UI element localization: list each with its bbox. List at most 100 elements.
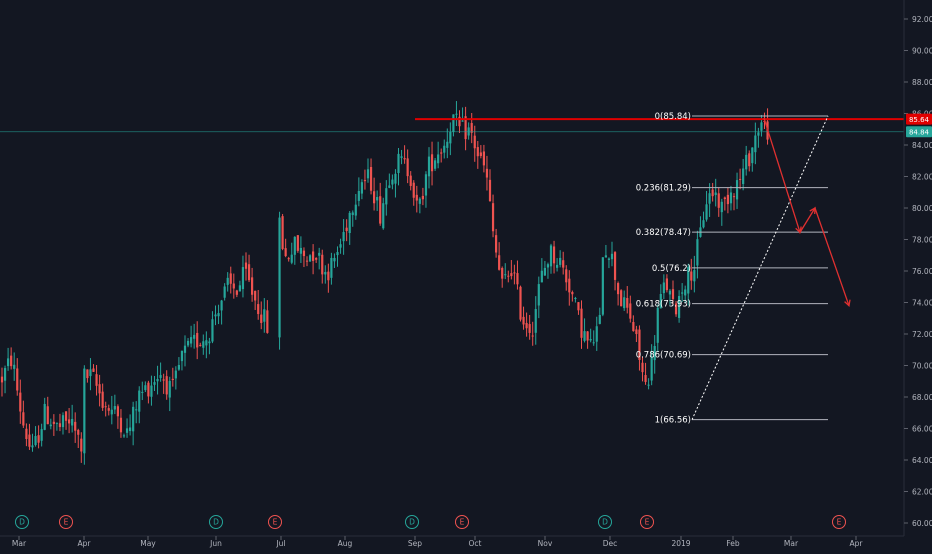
candle-up [129,427,132,432]
price-tick-label: 70.00 [912,362,932,371]
candle-up [391,179,394,185]
candle-up [3,368,7,381]
candle-down [617,283,620,295]
candle-down [80,438,83,452]
candles-layer [0,101,769,465]
candle-down [620,290,623,307]
candle-up [7,358,10,367]
candle-up [662,282,665,294]
candle-down [254,290,257,301]
earnings-event-marker[interactable] [640,515,654,529]
fib-trend-line[interactable] [691,115,829,420]
candle-up [556,264,559,268]
candle-down [251,277,254,295]
earnings-event-marker[interactable] [59,515,73,529]
candle-down [531,335,534,337]
candle-down [257,304,260,315]
candle-down [52,421,55,424]
time-tick-label: Oct [469,539,482,548]
candle-down [519,286,522,320]
candle-up [598,314,601,324]
price-tick-label: 66.00 [912,425,932,434]
candle-down [403,158,406,160]
event-marker-label: D [19,518,25,527]
candle-up [339,244,342,248]
candle-up [653,346,656,361]
time-axis[interactable]: Mar Apr May Jun Jul Aug Sep Oct Nov Dec 2019 Feb Mar… [12,536,863,548]
candle-down [147,382,150,397]
candle-up [543,267,546,276]
candle-up [656,307,659,343]
candle-down [104,406,107,408]
dividend-event-marker[interactable] [209,515,223,529]
candle-down [235,290,238,295]
candle-down [92,368,95,372]
candle-up [443,145,446,153]
fib-level-label: 0.5(76.2) [652,264,691,274]
candle-up [31,445,34,448]
dividend-event-marker[interactable] [15,515,29,529]
candle-down [501,267,504,279]
price-tick-label: 64.00 [912,456,932,465]
candle-down [473,135,476,149]
candle-up [150,385,153,397]
candle-up [394,173,397,184]
candle-down [119,417,123,433]
candle-down [491,203,495,232]
candle-down [28,434,31,447]
candle-down [632,322,635,332]
price-tick-label: 72.00 [912,330,932,339]
candle-up [400,156,403,158]
candle-up [55,422,58,424]
fibonacci-retracement[interactable]: 0(85.84) 0.236(81.29) 0.382(78.47) 0.5(76.2… [636,112,829,426]
candle-down [430,154,434,172]
candle-up [226,277,229,285]
candle-up [132,406,135,432]
price-tick-label: 60.00 [912,519,932,528]
candle-down [641,362,644,373]
time-tick-label: Nov [538,539,553,548]
candle-down [732,196,736,198]
candle-down [552,246,556,264]
candle-up [217,313,220,317]
fib-level-label: 0.236(81.29) [636,184,691,194]
candle-up [122,435,126,437]
earnings-event-marker[interactable] [455,515,469,529]
candle-up [183,345,187,353]
candle-down [86,369,89,379]
event-marker-label: E [460,518,465,527]
candle-up [751,147,754,164]
candle-up [504,274,507,276]
candle-down [748,153,751,167]
candle-up [537,284,540,306]
dividend-event-marker[interactable] [598,515,612,529]
time-tick-label: Mar [784,539,799,548]
candle-down [196,332,199,348]
candle-down [415,194,418,201]
price-tick-label: 78.00 [912,236,932,245]
candle-up [180,350,184,362]
candle-down [458,116,461,127]
candle-up [650,357,653,381]
dividend-event-marker[interactable] [405,515,419,529]
time-tick-label: May [140,539,156,548]
time-tick-label: Jun [209,539,222,548]
time-tick-label: Aug [338,539,353,548]
candle-up [745,154,748,170]
candle-up [610,253,614,260]
earnings-event-marker[interactable] [832,515,846,529]
earnings-event-marker[interactable] [268,515,282,529]
candle-down [312,251,315,261]
candle-up [601,257,604,315]
price-tick-label: 80.00 [912,204,932,213]
candle-down [690,271,693,281]
candle-down [635,329,638,335]
candle-down [22,412,25,426]
fib-level-label: 0.382(78.47) [636,228,691,238]
candle-up [278,217,281,338]
candle-up [348,212,351,233]
candle-down [10,355,13,367]
candle-up [263,309,266,322]
